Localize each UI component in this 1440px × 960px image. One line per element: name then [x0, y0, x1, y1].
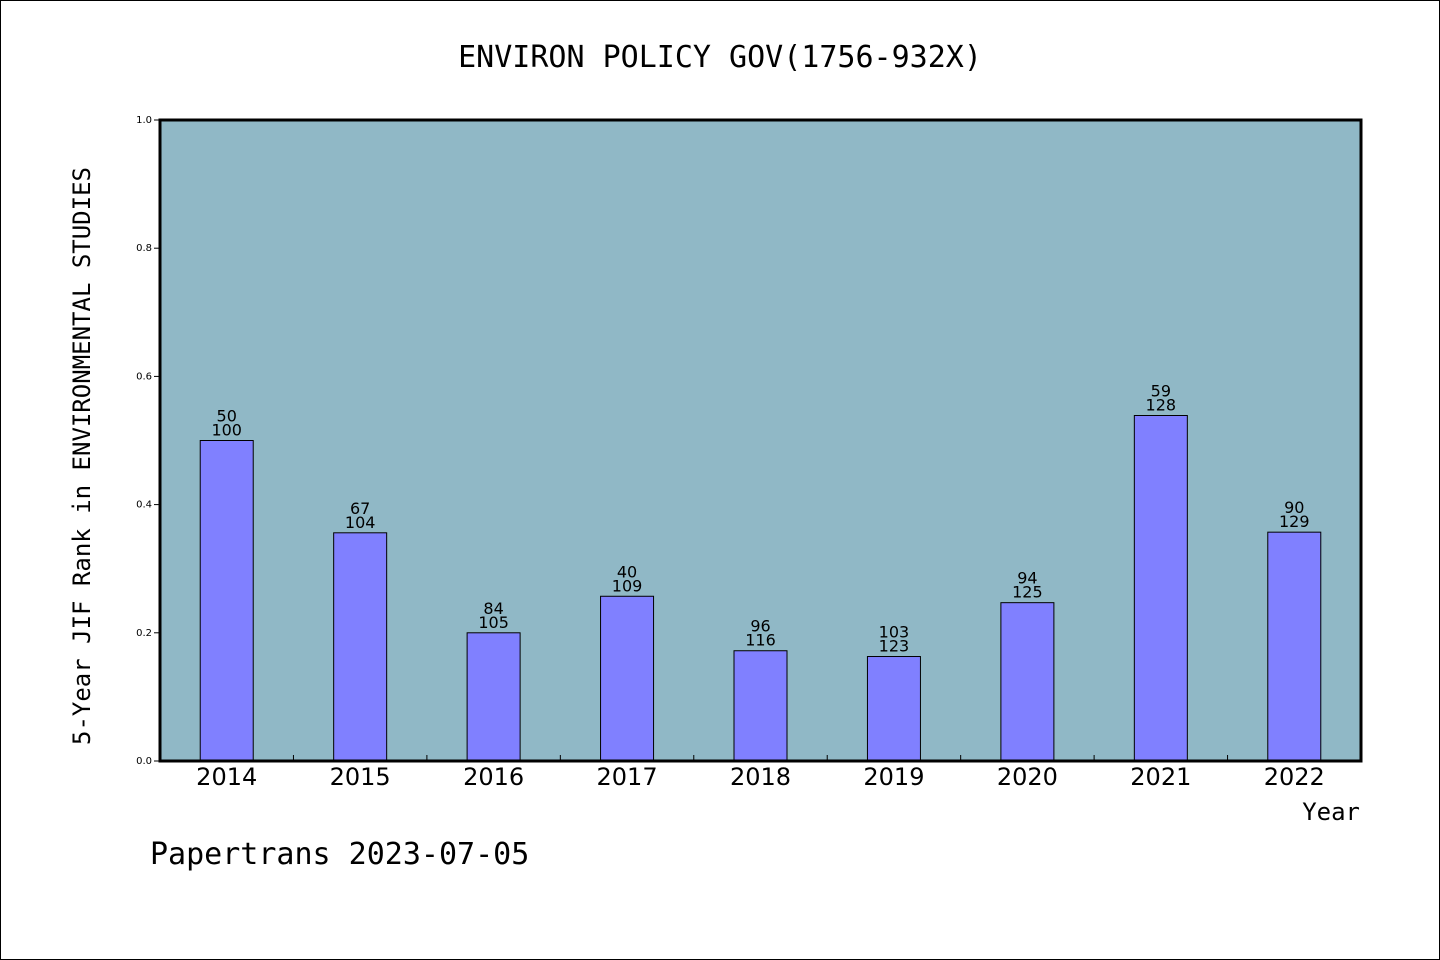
total-label: 128	[1146, 396, 1177, 415]
bar-2022	[1267, 531, 1322, 762]
total-label: 125	[1012, 583, 1043, 602]
x-axis-label: Year	[1302, 798, 1360, 826]
x-tick-label: 2016	[463, 763, 524, 791]
bar-2015	[333, 532, 388, 762]
total-label: 123	[879, 637, 910, 656]
y-tick-label: 0.8	[136, 243, 152, 254]
chart-title: ENVIRON POLICY GOV(1756-932X)	[458, 40, 982, 75]
y-tick-label: 0.6	[136, 371, 152, 382]
x-tick-label: 2019	[863, 763, 924, 791]
x-tick-label: 2015	[330, 763, 391, 791]
y-tick-label: 1.0	[136, 115, 152, 126]
rank-label: 50	[217, 407, 237, 426]
x-tick-label: 2021	[1130, 763, 1191, 791]
total-label: 100	[211, 421, 242, 440]
total-label: 109	[612, 576, 643, 595]
bar-2016	[466, 632, 521, 762]
total-label: 129	[1279, 512, 1310, 531]
x-axis: 2014 2015 2016 2017 2018 2019 2020 2021 2022	[196, 755, 1325, 791]
y-tick-label: 0.2	[136, 628, 152, 639]
bar-2017	[600, 595, 655, 762]
rank-label: 94	[1017, 569, 1037, 588]
rank-label: 84	[483, 599, 503, 618]
bar-2020	[1000, 602, 1055, 762]
rank-label: 96	[750, 617, 770, 636]
x-tick-label: 2022	[1264, 763, 1325, 791]
x-tick-label: 2017	[597, 763, 658, 791]
y-axis-label: 5-Year JIF Rank in ENVIRONMENTAL STUDIES	[68, 167, 96, 745]
bar-2021	[1133, 415, 1188, 762]
y-tick-label: 0.0	[136, 756, 152, 767]
footer-text: Papertrans 2023-07-05	[150, 837, 529, 872]
rank-label: 103	[879, 623, 910, 642]
total-label: 116	[745, 631, 776, 650]
y-tick-label: 0.4	[136, 500, 152, 511]
rank-label: 67	[350, 499, 370, 518]
total-label: 105	[478, 613, 509, 632]
bar-2019	[866, 656, 921, 762]
y-axis: 0.0 0.2 0.4 0.6 0.8 1.0	[136, 115, 160, 767]
bar-2014	[199, 440, 254, 762]
total-label: 104	[345, 513, 376, 532]
rank-label: 90	[1284, 498, 1304, 517]
rank-label: 40	[617, 562, 637, 581]
x-tick-label: 2020	[997, 763, 1058, 791]
bar-2018	[733, 650, 788, 762]
x-tick-label: 2018	[730, 763, 791, 791]
plot-border	[158, 118, 1363, 763]
rank-label: 59	[1151, 382, 1171, 401]
x-tick-label: 2014	[196, 763, 257, 791]
